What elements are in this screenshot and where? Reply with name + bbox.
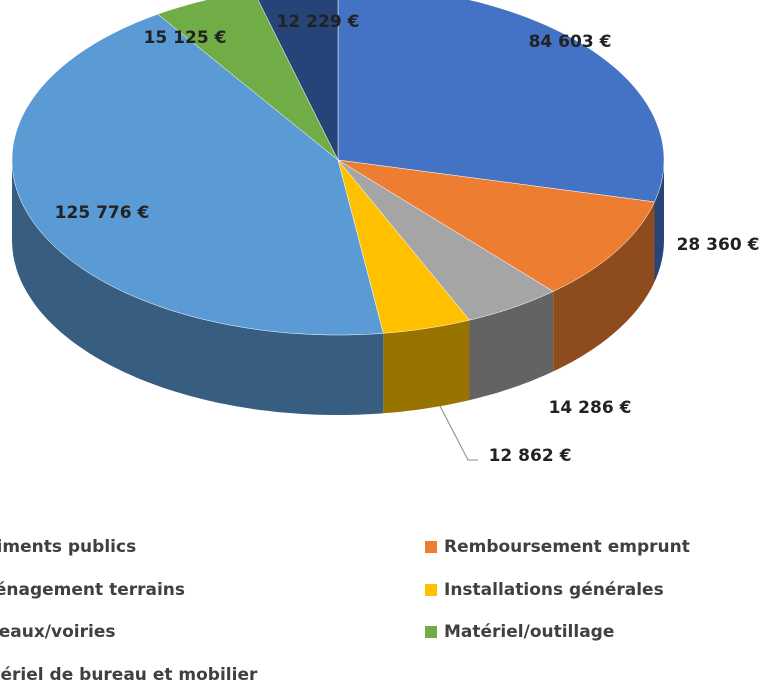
- legend-label: Aménagement terrains: [0, 580, 185, 600]
- legend-swatch: [425, 584, 437, 596]
- legend-swatch: [425, 541, 437, 553]
- slice: [11, 13, 384, 336]
- slice-side: [654, 160, 664, 282]
- slice-side: [553, 201, 655, 372]
- data-label: 28 360 €: [677, 235, 760, 255]
- legend-label: Bâtiments publics: [0, 537, 136, 557]
- legend-label: Matériel/outillage: [444, 622, 614, 642]
- slice: [337, 159, 470, 334]
- slice: [157, 0, 339, 161]
- slice-side: [12, 160, 384, 415]
- legend-label: Remboursement emprunt: [444, 537, 690, 557]
- data-label: 12 862 €: [489, 446, 572, 466]
- legend-label: Matériel de bureau et mobilier: [0, 665, 258, 685]
- data-label: 125 776 €: [55, 203, 150, 223]
- data-label: 12 229 €: [277, 12, 360, 32]
- slice-side: [469, 291, 554, 401]
- slice: [257, 0, 339, 161]
- legend-label: Installations générales: [444, 580, 664, 600]
- slice: [337, 159, 655, 292]
- slice-side: [383, 320, 470, 414]
- data-label: 15 125 €: [144, 28, 227, 48]
- slice: [337, 0, 665, 203]
- legend-swatch: [425, 626, 437, 638]
- slice: [337, 159, 554, 321]
- data-label: 84 603 €: [529, 32, 612, 52]
- legend-label: Réseaux/voiries: [0, 622, 115, 642]
- data-label: 14 286 €: [549, 398, 632, 418]
- leader-line: [439, 405, 478, 461]
